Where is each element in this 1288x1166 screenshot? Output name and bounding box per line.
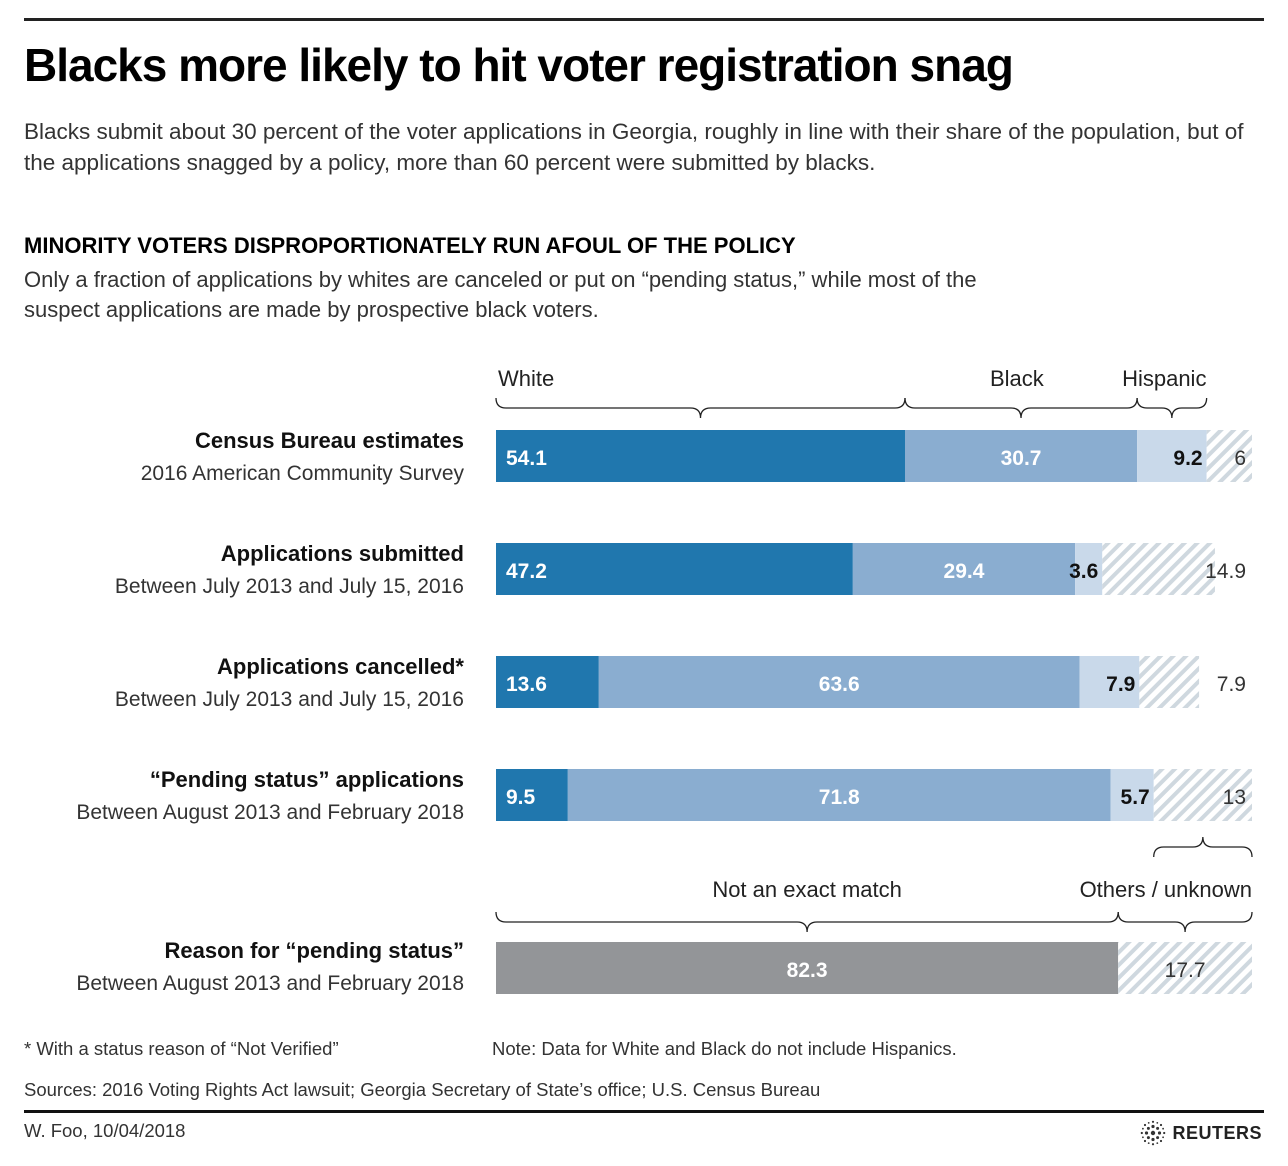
row-label: Applications submitted [221, 541, 464, 566]
footnote: * With a status reason of “Not Verified” [24, 1038, 339, 1059]
bar-segment-white [496, 656, 599, 708]
bar-segment-others-unknown [1102, 543, 1215, 595]
legend-label-hispanic: Hispanic [1122, 366, 1206, 391]
section-title: MINORITY VOTERS DISPROPORTIONATELY RUN A… [24, 233, 796, 258]
data-label: 29.4 [944, 560, 985, 583]
data-label: 82.3 [787, 959, 828, 982]
section-subtitle: Only a fraction of applications by white… [24, 267, 977, 322]
chart-title: Blacks more likely to hit voter registra… [24, 39, 1014, 91]
bar-segment-black [598, 656, 1080, 708]
reuters-dot-globe-icon [1141, 1120, 1166, 1146]
legend-brace-white [495, 397, 906, 419]
bar-segment-others-unknown [1118, 942, 1252, 994]
row-label: Census Bureau estimates [195, 428, 464, 453]
data-label: 9.5 [506, 786, 536, 809]
bar-segment-white [496, 543, 853, 595]
bar-segment-not-an-exact-match [496, 942, 1119, 994]
reuters-logo: REUTERS [1140, 1120, 1262, 1146]
bar-segment-hispanic [1110, 769, 1154, 821]
bar-segment-white [496, 769, 568, 821]
bar-segment-others-unknown [1139, 656, 1200, 708]
data-label: 63.6 [819, 673, 860, 696]
legend-label-white: White [498, 366, 554, 391]
bar-segment-hispanic [1137, 430, 1207, 482]
data-label: 13 [1223, 786, 1246, 809]
top-rule [24, 18, 1264, 21]
legend-brace-others-unknown [1117, 911, 1253, 933]
row-label: Reason for “pending status” [165, 938, 464, 963]
sources: Sources: 2016 Voting Rights Act lawsuit;… [24, 1079, 821, 1100]
legend-brace-not-an-exact-match [495, 911, 1119, 933]
legend-label-others-unknown: Others / unknown [1080, 877, 1252, 902]
data-label: 14.9 [1205, 560, 1246, 583]
legend-brace-hispanic [1136, 397, 1208, 419]
data-label: 9.2 [1173, 447, 1202, 470]
data-label: 17.7 [1165, 959, 1206, 982]
bar-segment-others-unknown [1153, 769, 1252, 821]
legend-label-black: Black [990, 366, 1045, 391]
data-label: 6 [1234, 447, 1246, 470]
bar-segment-black [567, 769, 1111, 821]
legend-brace-black [904, 397, 1138, 419]
data-label: 7.9 [1217, 673, 1246, 696]
legend-label-not-an-exact-match: Not an exact match [712, 877, 902, 902]
bar-segment-hispanic [1075, 543, 1103, 595]
row-sublabel: Between August 2013 and February 2018 [76, 972, 464, 995]
row-sublabel: Between August 2013 and February 2018 [76, 801, 464, 824]
bar-segment-black [904, 430, 1138, 482]
reuters-wordmark: REUTERS [1172, 1122, 1262, 1143]
data-label: 3.6 [1069, 560, 1098, 583]
data-label: 13.6 [506, 673, 547, 696]
row-sublabel: Between July 2013 and July 15, 2016 [115, 688, 464, 711]
data-label: 5.7 [1121, 786, 1150, 809]
row-label: Applications cancelled* [217, 654, 464, 679]
stacked-bar-chart: White Black Hispanic Census Bureau estimate… [76, 366, 1253, 995]
byline: W. Foo, 10/04/2018 [24, 1120, 186, 1141]
data-label: 30.7 [1001, 447, 1042, 470]
data-label: 47.2 [506, 560, 547, 583]
row-sublabel: Between July 2013 and July 15, 2016 [115, 575, 464, 598]
row-label: “Pending status” applications [150, 767, 464, 792]
data-note: Note: Data for White and Black do not in… [492, 1038, 957, 1059]
row-sublabel: 2016 American Community Survey [141, 462, 465, 485]
bar-segment-hispanic [1079, 656, 1140, 708]
data-label: 54.1 [506, 447, 547, 470]
bottom-rule [24, 1110, 1264, 1113]
bar-segment-others-unknown [1206, 430, 1252, 482]
data-label: 71.8 [819, 786, 860, 809]
bar-segment-black [852, 543, 1076, 595]
data-label: 7.9 [1106, 673, 1135, 696]
intro-text: Blacks submit about 30 percent of the vo… [24, 119, 1244, 175]
bar-segment-white [496, 430, 905, 482]
others-brace [1153, 836, 1253, 858]
